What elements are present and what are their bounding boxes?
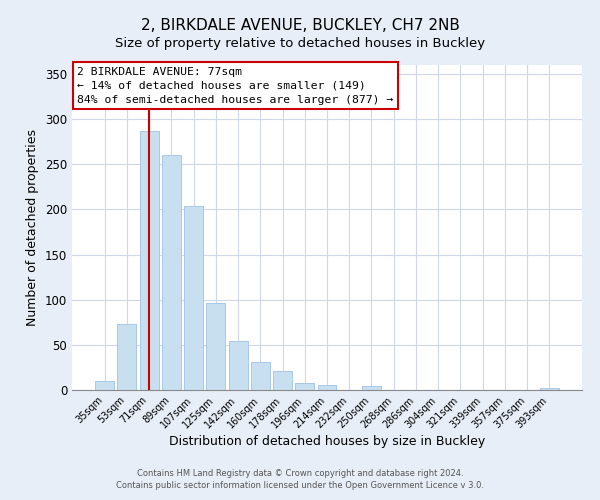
Text: Contains HM Land Registry data © Crown copyright and database right 2024.: Contains HM Land Registry data © Crown c…	[137, 468, 463, 477]
Bar	[251, 362, 270, 390]
Bar	[540, 388, 559, 390]
Bar	[140, 131, 158, 390]
Text: Contains public sector information licensed under the Open Government Licence v : Contains public sector information licen…	[116, 481, 484, 490]
Bar	[162, 156, 181, 390]
Bar	[295, 383, 314, 390]
Bar	[362, 386, 381, 390]
Y-axis label: Number of detached properties: Number of detached properties	[26, 129, 40, 326]
Bar	[118, 324, 136, 390]
Bar	[95, 381, 114, 390]
Text: 2, BIRKDALE AVENUE, BUCKLEY, CH7 2NB: 2, BIRKDALE AVENUE, BUCKLEY, CH7 2NB	[140, 18, 460, 32]
Bar	[229, 341, 248, 390]
Bar	[184, 206, 203, 390]
Bar	[206, 304, 225, 390]
Bar	[317, 386, 337, 390]
Text: 2 BIRKDALE AVENUE: 77sqm
← 14% of detached houses are smaller (149)
84% of semi-: 2 BIRKDALE AVENUE: 77sqm ← 14% of detach…	[77, 66, 394, 104]
X-axis label: Distribution of detached houses by size in Buckley: Distribution of detached houses by size …	[169, 436, 485, 448]
Bar	[273, 371, 292, 390]
Text: Size of property relative to detached houses in Buckley: Size of property relative to detached ho…	[115, 38, 485, 51]
